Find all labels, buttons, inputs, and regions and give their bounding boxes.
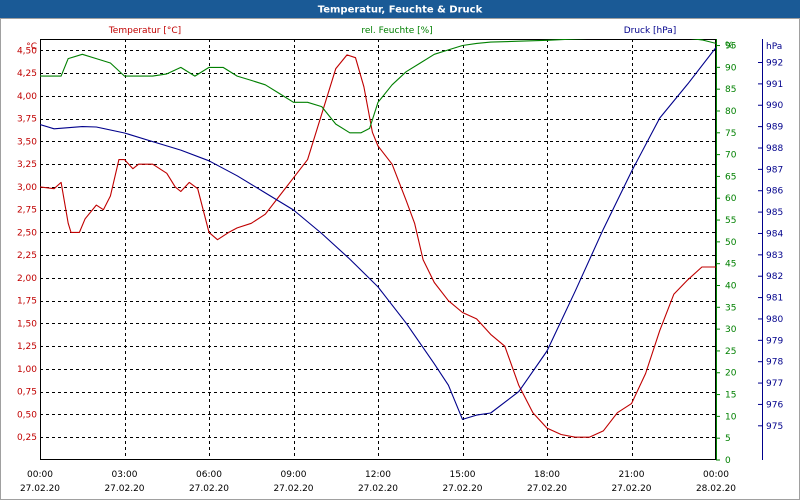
- time-tick-label: 21:00: [619, 470, 645, 480]
- date-tick-label: 28.02.20: [696, 484, 736, 494]
- temperature-tick-label: 3,50: [17, 137, 37, 147]
- humidity-tick-label: 75: [725, 129, 736, 139]
- humidity-tick-label: 45: [725, 260, 736, 270]
- time-axis: 00:00 27.02.20 03:00 27.02.20 06:00 27.02.20 0…: [20, 470, 736, 494]
- series-line-humidity: [40, 39, 716, 134]
- series-group: [40, 39, 716, 438]
- humidity-tick-label: 95: [725, 42, 736, 52]
- temperature-tick-label: 2,00: [17, 274, 37, 284]
- pressure-tick-label: 991: [766, 80, 783, 90]
- humidity-tick-label: 55: [725, 216, 736, 226]
- pressure-tick-label: 990: [766, 101, 783, 111]
- pressure-tick-label: 981: [766, 294, 783, 304]
- humidity-tick-label: 60: [725, 194, 737, 204]
- humidity-tick-label: 15: [725, 391, 736, 401]
- pressure-tick-label: 984: [766, 229, 783, 239]
- date-tick-label: 27.02.20: [104, 484, 144, 494]
- date-tick-label: 27.02.20: [611, 484, 651, 494]
- pressure-tick-label: 980: [766, 315, 783, 325]
- pressure-tick-label: 982: [766, 272, 783, 282]
- temperature-axis: 0,25 0,50 0,75 1,00 1,25 1,50 1,75 2,00 2,25 2,50…: [17, 42, 37, 443]
- humidity-tick-label: 25: [725, 347, 736, 357]
- date-tick-label: 27.02.20: [189, 484, 229, 494]
- time-tick-label: 00:00: [703, 470, 729, 480]
- pressure-tick-label: 979: [766, 336, 783, 346]
- pressure-tick-label: 975: [766, 422, 783, 432]
- date-tick-label: 27.02.20: [273, 484, 313, 494]
- time-tick-label: 00:00: [27, 470, 53, 480]
- humidity-tick-label: 70: [725, 151, 737, 161]
- pressure-unit-label: hPa: [766, 42, 782, 52]
- temperature-tick-label: 0,50: [17, 410, 37, 420]
- pressure-tick-label: 976: [766, 400, 783, 410]
- pressure-tick-label: 983: [766, 251, 783, 261]
- temperature-tick-label: 2,50: [17, 228, 37, 238]
- humidity-tick-label: 50: [725, 238, 737, 248]
- time-tick-label: 18:00: [534, 470, 560, 480]
- date-tick-label: 27.02.20: [20, 484, 60, 494]
- temperature-tick-label: 3,00: [17, 183, 37, 193]
- temperature-tick-label: 4,50: [17, 46, 37, 56]
- pressure-tick-label: 989: [766, 123, 783, 133]
- pressure-tick-label: 977: [766, 379, 783, 389]
- humidity-axis: 0 5 10 15 20 25 30 35 40 45 50 55 60 65 70 75 80 85 90 95%: [716, 39, 737, 466]
- humidity-tick-label: 65: [725, 172, 736, 182]
- title-bar: [0, 0, 800, 18]
- temperature-tick-label: 1,75: [17, 297, 37, 307]
- legend-label-0: Temperatur [°C]: [108, 26, 181, 36]
- pressure-axis: 975 976 977 978 979 980 981 982 983 984 985 986 987 9…: [758, 39, 783, 460]
- series-line-pressure: [40, 47, 716, 420]
- series-line-temperature: [40, 54, 716, 438]
- date-tick-label: 27.02.20: [527, 484, 567, 494]
- temperature-tick-label: 3,25: [17, 160, 37, 170]
- humidity-tick-label: 40: [725, 281, 737, 291]
- temperature-tick-label: 1,50: [17, 319, 37, 329]
- time-tick-label: 06:00: [196, 470, 222, 480]
- humidity-tick-label: 80: [725, 107, 737, 117]
- pressure-tick-label: 988: [766, 144, 783, 154]
- chart-title: Temperatur, Feuchte & Druck: [318, 5, 483, 16]
- humidity-tick-label: 5: [725, 434, 731, 444]
- temperature-unit-label: °C: [26, 42, 37, 52]
- temperature-tick-label: 4,00: [17, 92, 37, 102]
- temperature-tick-label: 2,25: [17, 251, 37, 261]
- time-tick-label: 12:00: [365, 470, 391, 480]
- grid-lines: [40, 39, 716, 460]
- pressure-tick-label: 992: [766, 59, 783, 69]
- temperature-tick-label: 1,25: [17, 342, 37, 352]
- humidity-tick-label: 20: [725, 369, 737, 379]
- humidity-tick-label: 90: [725, 63, 737, 73]
- temperature-tick-label: 3,75: [17, 115, 37, 125]
- plot-border: [40, 39, 716, 460]
- pressure-tick-label: 978: [766, 358, 783, 368]
- pressure-tick-label: 987: [766, 165, 783, 175]
- date-tick-label: 27.02.20: [358, 484, 398, 494]
- temperature-tick-label: 1,00: [17, 365, 37, 375]
- legend-label-2: Druck [hPa]: [624, 26, 677, 36]
- pressure-tick-label: 986: [766, 187, 783, 197]
- humidity-tick-label: 0: [725, 456, 731, 466]
- legend-label-1: rel. Feuchte [%]: [361, 26, 432, 36]
- humidity-tick-label: 35: [725, 303, 736, 313]
- time-tick-label: 03:00: [112, 470, 138, 480]
- time-tick-label: 09:00: [281, 470, 307, 480]
- temperature-tick-label: 0,25: [17, 433, 37, 443]
- temperature-tick-label: 4,25: [17, 69, 37, 79]
- temperature-tick-label: 2,75: [17, 206, 37, 216]
- pressure-tick-label: 985: [766, 208, 783, 218]
- humidity-tick-label: 10: [725, 412, 737, 422]
- humidity-tick-label: 85: [725, 85, 736, 95]
- temperature-tick-label: 0,75: [17, 388, 37, 398]
- humidity-unit-label: %: [725, 41, 734, 51]
- date-tick-label: 27.02.20: [442, 484, 482, 494]
- time-tick-label: 15:00: [450, 470, 476, 480]
- humidity-tick-label: 30: [725, 325, 737, 335]
